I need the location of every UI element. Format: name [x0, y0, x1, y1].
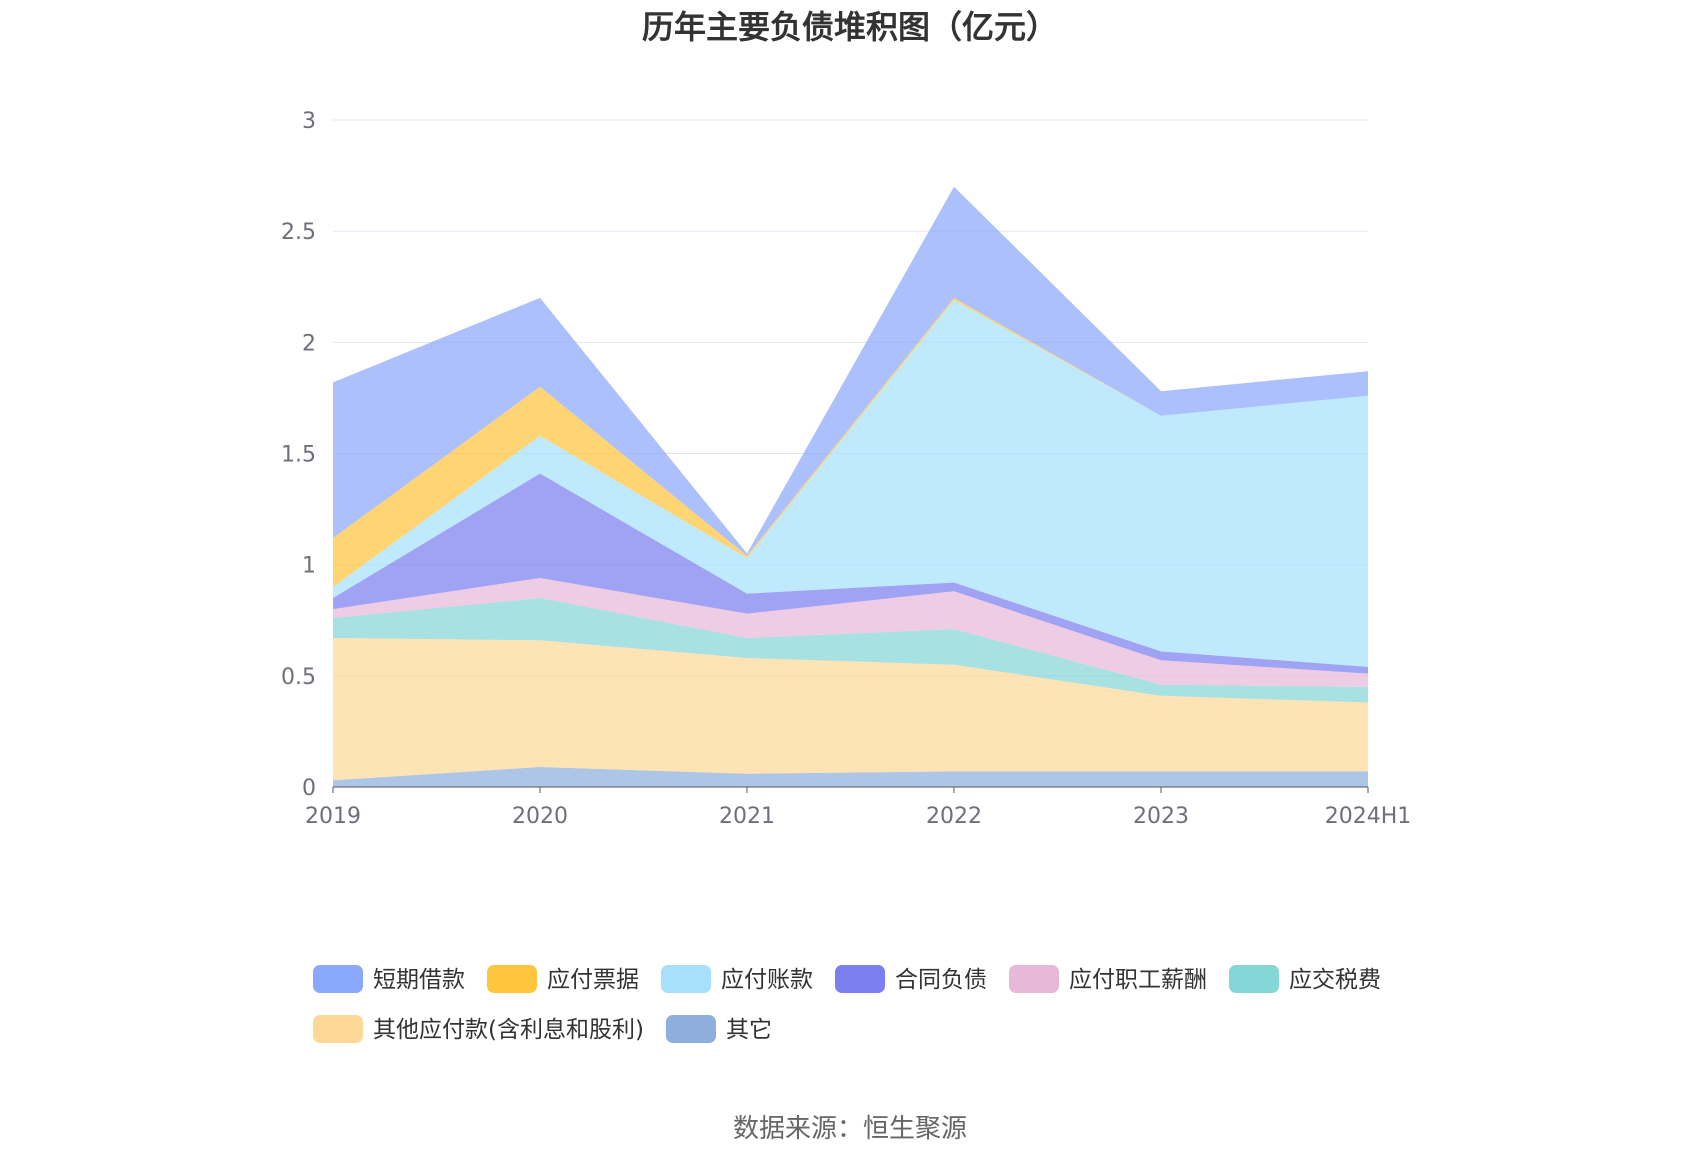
- x-tick-label: 2019: [305, 804, 361, 829]
- legend-swatch: [835, 965, 885, 993]
- x-tick-label: 2022: [926, 804, 982, 829]
- area-series-7: [333, 186, 1368, 556]
- data-source-note: 数据来源：恒生聚源: [733, 1114, 967, 1144]
- legend-label: 其他应付款(含利息和股利): [373, 1017, 644, 1043]
- area-series: [333, 186, 1368, 787]
- area-series-2: [333, 598, 1368, 703]
- y-tick-label: 0.5: [281, 665, 316, 690]
- y-tick-label: 2.5: [281, 220, 316, 245]
- x-tick-label: 2023: [1133, 804, 1189, 829]
- area-series-5: [333, 300, 1368, 667]
- legend-swatch: [665, 1015, 716, 1043]
- axes: 2019 2020 2021 2022 2023 2024H1: [305, 786, 1412, 829]
- legend-swatch: [313, 1015, 363, 1043]
- legend-label: 合同负债: [895, 967, 987, 993]
- legend-label: 应付票据: [547, 967, 639, 993]
- y-tick-label: 1.5: [281, 443, 316, 468]
- legend-label: 短期借款: [373, 967, 465, 993]
- x-tick-label: 2021: [719, 804, 775, 829]
- x-tick-label: 2024H1: [1325, 804, 1412, 829]
- legend-label: 应交税费: [1289, 967, 1381, 993]
- legend-swatch: [1229, 965, 1279, 993]
- chart-title: 历年主要负债堆积图（亿元）: [642, 8, 1058, 46]
- area-series-1: [333, 638, 1368, 781]
- legend-swatch: [487, 965, 537, 993]
- y-tick-label: 0: [302, 776, 316, 801]
- x-tick-label: 2020: [512, 804, 568, 829]
- area-series-0: [333, 767, 1368, 787]
- area-series-4: [333, 473, 1368, 674]
- legend-swatch: [313, 965, 363, 993]
- legend-label: 应付账款: [721, 967, 813, 993]
- area-series-3: [333, 578, 1368, 687]
- legend-swatch: [1009, 965, 1059, 993]
- y-tick-label: 1: [302, 554, 316, 579]
- legend-swatch: [661, 965, 711, 993]
- y-tick-label: 3: [302, 109, 316, 134]
- legend-label: 应付职工薪酬: [1069, 967, 1207, 993]
- legend-label: 其它: [726, 1017, 772, 1043]
- y-tick-label: 2: [302, 331, 316, 356]
